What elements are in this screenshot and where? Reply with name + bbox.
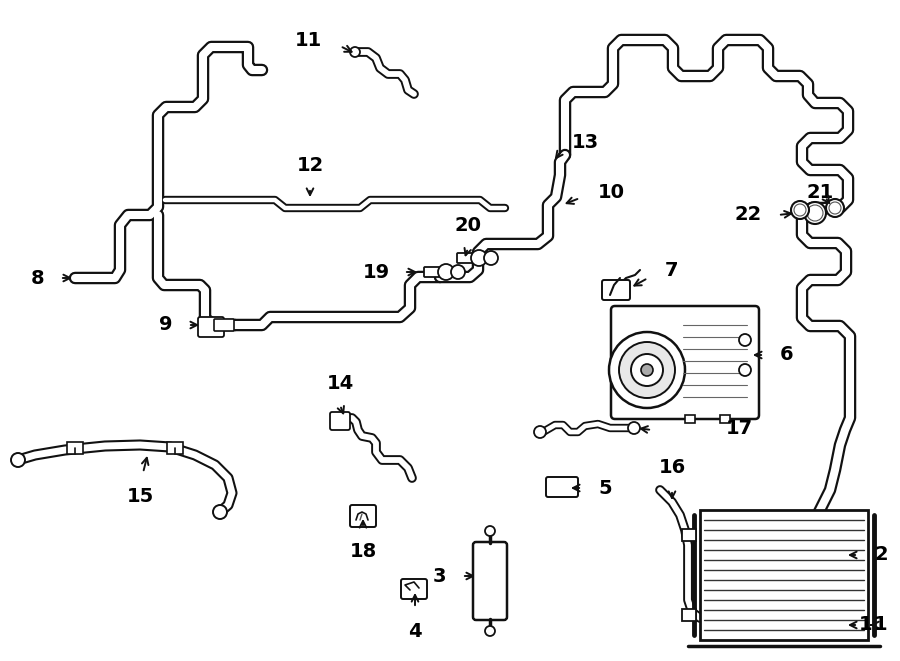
Text: 8: 8 bbox=[31, 268, 44, 288]
FancyBboxPatch shape bbox=[611, 306, 759, 419]
Text: 2: 2 bbox=[874, 545, 887, 564]
Text: 1: 1 bbox=[874, 615, 887, 635]
Circle shape bbox=[484, 251, 498, 265]
FancyBboxPatch shape bbox=[350, 505, 376, 527]
Circle shape bbox=[829, 202, 841, 214]
Circle shape bbox=[826, 199, 844, 217]
FancyBboxPatch shape bbox=[214, 319, 234, 331]
Bar bbox=[700, 510, 868, 640]
Circle shape bbox=[485, 626, 495, 636]
Text: 21: 21 bbox=[806, 182, 833, 202]
Text: 22: 22 bbox=[734, 206, 762, 225]
Bar bbox=[685, 415, 695, 423]
Text: 4: 4 bbox=[409, 622, 422, 641]
Bar bbox=[682, 529, 696, 541]
Circle shape bbox=[631, 354, 663, 386]
Circle shape bbox=[794, 204, 806, 216]
Bar bbox=[167, 442, 183, 454]
Text: 12: 12 bbox=[296, 156, 324, 175]
Circle shape bbox=[791, 201, 809, 219]
Circle shape bbox=[485, 526, 495, 536]
Circle shape bbox=[609, 332, 685, 408]
Bar bbox=[67, 442, 83, 454]
Text: 10: 10 bbox=[598, 182, 625, 202]
FancyBboxPatch shape bbox=[457, 253, 475, 263]
Circle shape bbox=[619, 342, 675, 398]
Text: 7: 7 bbox=[665, 260, 679, 280]
Circle shape bbox=[438, 264, 454, 280]
Text: 14: 14 bbox=[327, 374, 354, 393]
Text: 20: 20 bbox=[454, 216, 482, 235]
Circle shape bbox=[534, 426, 546, 438]
Text: 15: 15 bbox=[126, 487, 154, 506]
Circle shape bbox=[11, 453, 25, 467]
FancyBboxPatch shape bbox=[424, 267, 442, 277]
Circle shape bbox=[739, 334, 751, 346]
Circle shape bbox=[804, 202, 826, 224]
FancyBboxPatch shape bbox=[330, 412, 350, 430]
Circle shape bbox=[471, 250, 487, 266]
Circle shape bbox=[807, 205, 823, 221]
Text: 19: 19 bbox=[363, 262, 390, 282]
Text: 9: 9 bbox=[158, 315, 172, 334]
Circle shape bbox=[451, 265, 465, 279]
Circle shape bbox=[641, 364, 653, 376]
Text: 5: 5 bbox=[598, 479, 612, 498]
Bar bbox=[682, 609, 696, 621]
Text: 17: 17 bbox=[726, 418, 753, 438]
Text: 13: 13 bbox=[572, 132, 599, 151]
Circle shape bbox=[213, 505, 227, 519]
FancyBboxPatch shape bbox=[473, 542, 507, 620]
Text: 3: 3 bbox=[433, 566, 446, 586]
Text: 18: 18 bbox=[349, 542, 376, 561]
FancyBboxPatch shape bbox=[401, 579, 427, 599]
Circle shape bbox=[628, 422, 640, 434]
Circle shape bbox=[739, 364, 751, 376]
Text: 1: 1 bbox=[859, 615, 872, 635]
Bar bbox=[720, 415, 730, 423]
Circle shape bbox=[350, 47, 360, 57]
Text: 6: 6 bbox=[780, 346, 794, 364]
FancyBboxPatch shape bbox=[602, 280, 630, 300]
Text: 11: 11 bbox=[295, 30, 322, 50]
FancyBboxPatch shape bbox=[198, 317, 224, 337]
FancyBboxPatch shape bbox=[546, 477, 578, 497]
Text: 16: 16 bbox=[659, 458, 686, 477]
